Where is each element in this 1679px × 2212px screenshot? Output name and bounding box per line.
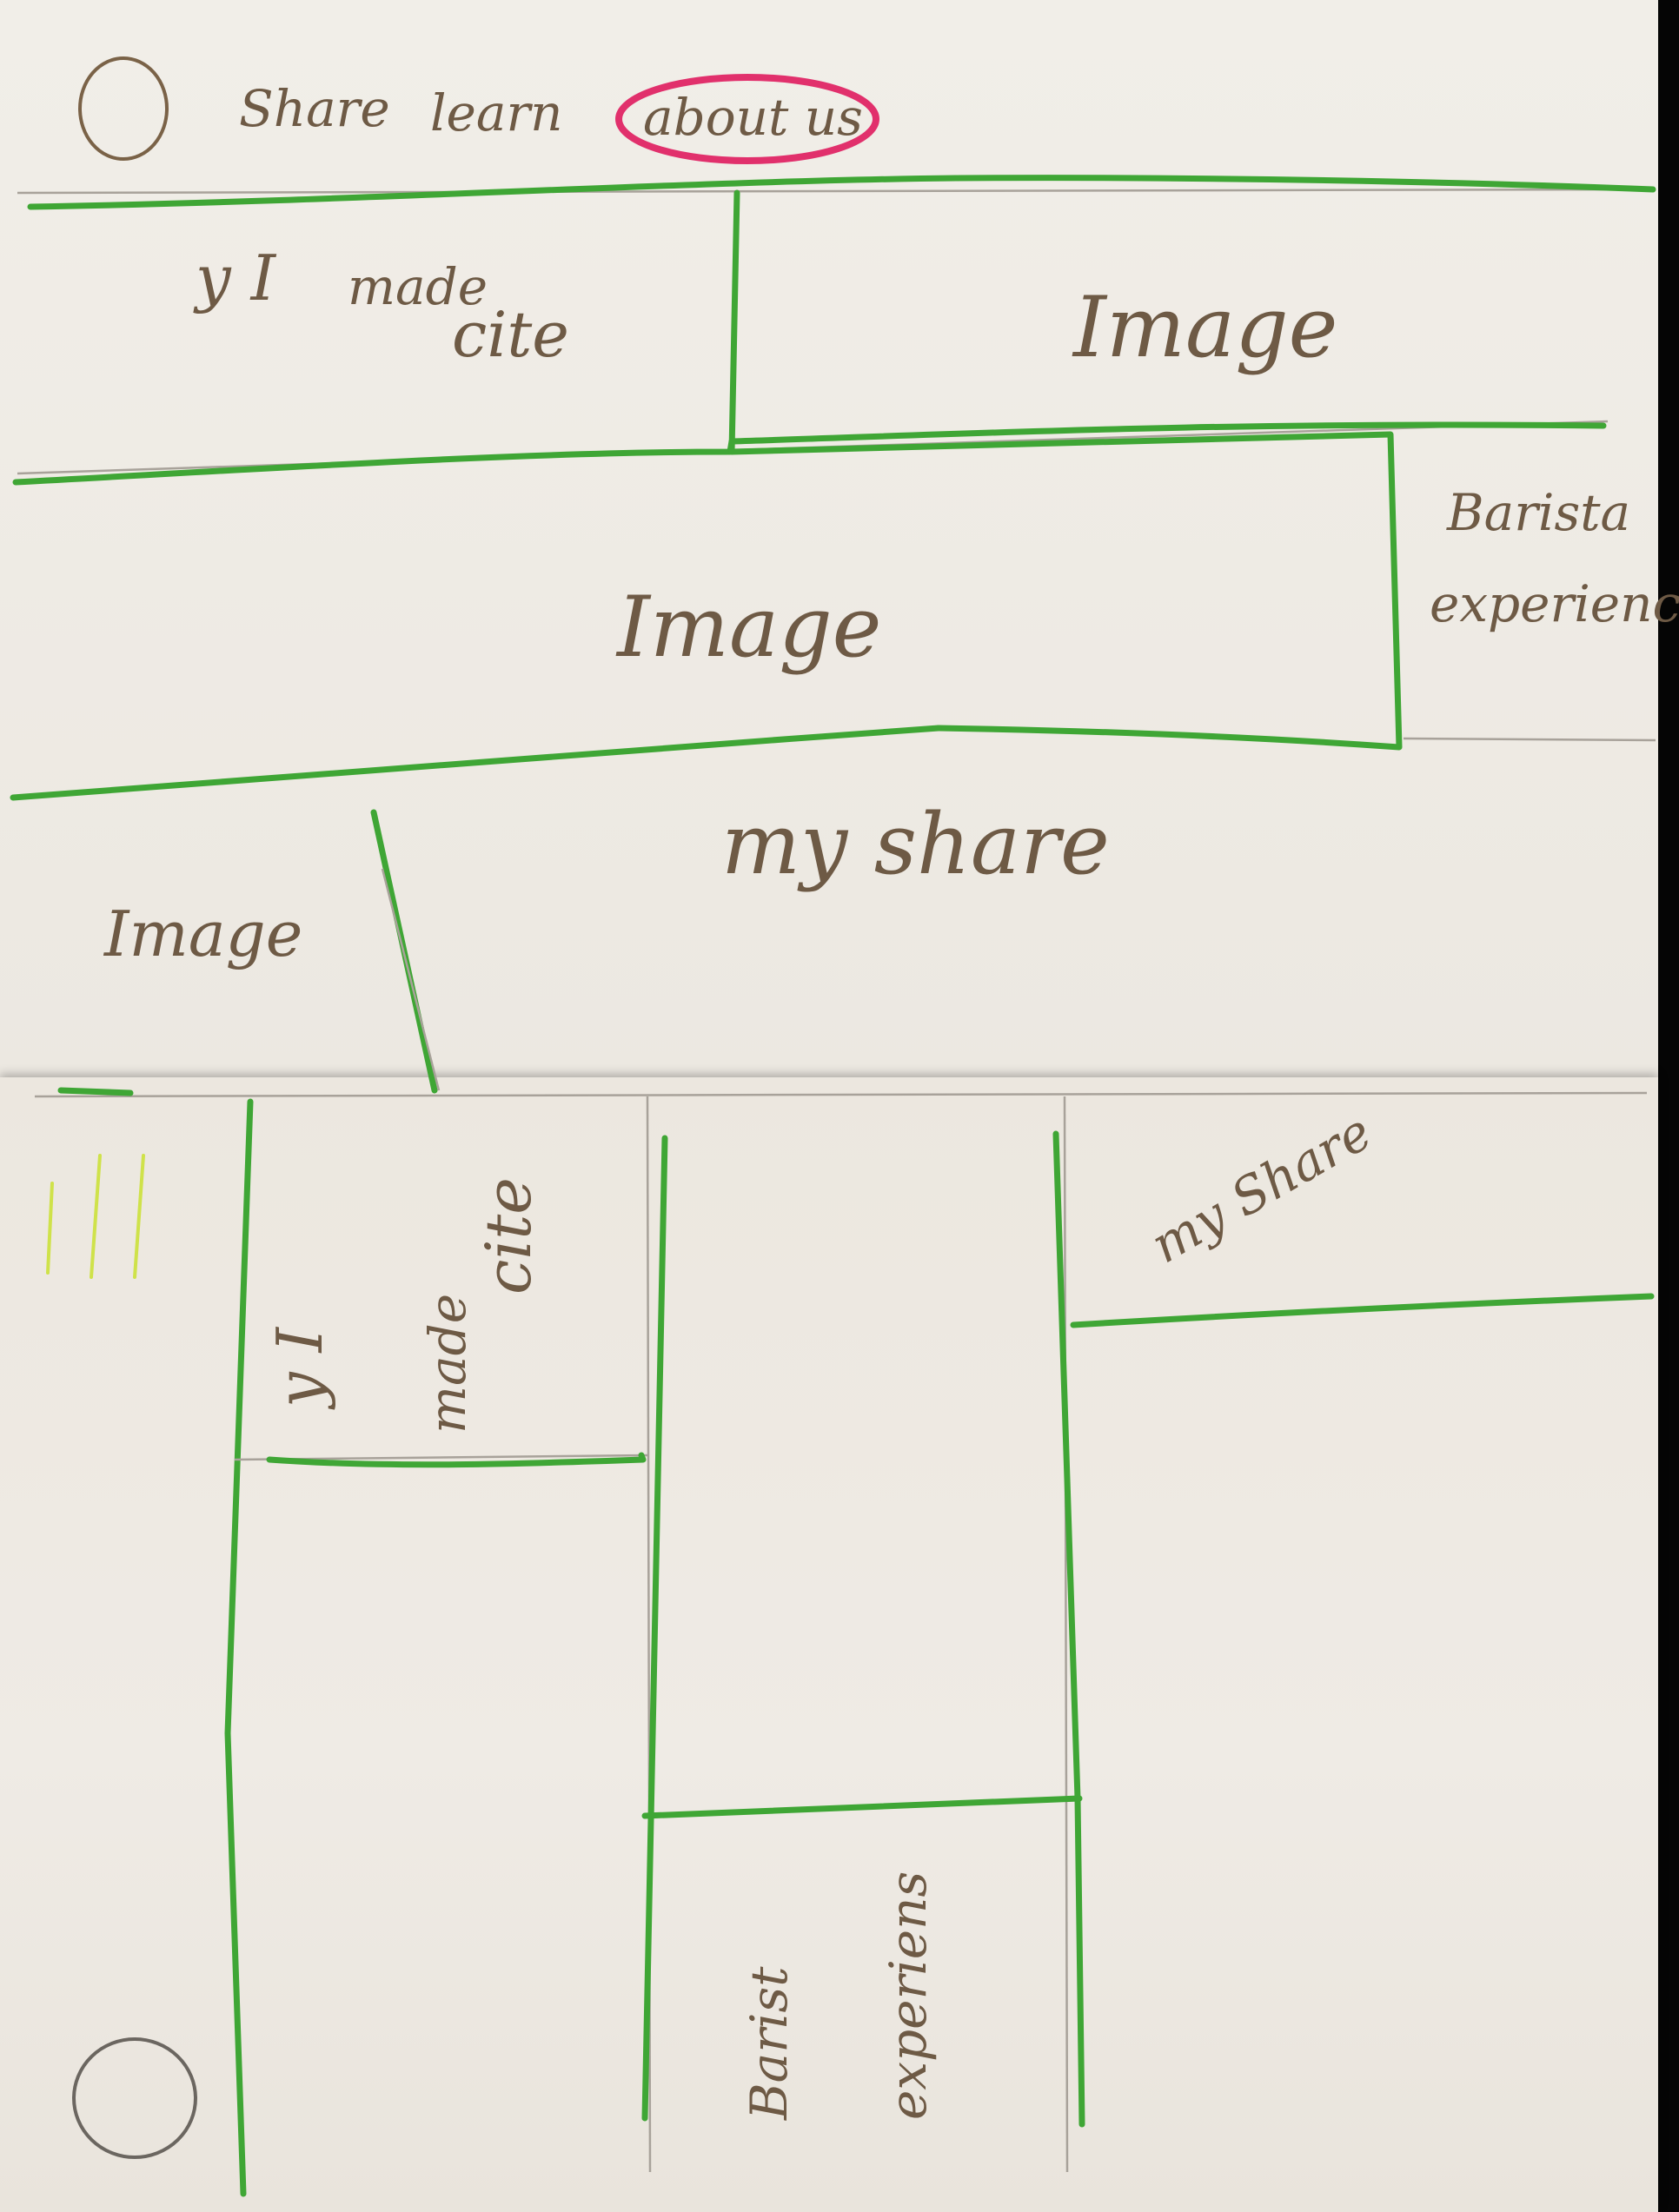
col3-title: my Share bbox=[1141, 1102, 1381, 1275]
hero-bottom-divider bbox=[12, 421, 1607, 486]
band-image-box bbox=[728, 431, 1403, 751]
col2-line2: experiens bbox=[879, 1871, 938, 2120]
col2-line1: Barist bbox=[740, 1966, 799, 2121]
logo-circle bbox=[78, 56, 169, 161]
band-image-label: Image bbox=[615, 579, 881, 676]
col3-header-divider bbox=[1070, 1293, 1655, 1328]
band-side-line2: experience bbox=[1430, 574, 1679, 633]
nav-share[interactable]: Share bbox=[239, 79, 390, 138]
nav-about-us[interactable]: about us bbox=[643, 88, 863, 147]
hero-left-line2: made bbox=[348, 257, 488, 316]
story-image-label: Image bbox=[103, 897, 302, 970]
tally-mark bbox=[46, 1182, 54, 1275]
about-highlight-circle bbox=[615, 74, 879, 164]
band-bottom-divider bbox=[10, 725, 942, 801]
hero-left-line1: y I bbox=[193, 242, 277, 315]
hero-left-line3: cite bbox=[452, 298, 569, 371]
header-divider bbox=[27, 175, 1656, 210]
col2-block-divider bbox=[641, 1795, 1083, 1819]
footer-circle bbox=[72, 2037, 197, 2159]
col2-left-divider bbox=[641, 1135, 668, 2122]
col1-left-divider bbox=[224, 1098, 254, 2197]
bottom-sketch-sheet bbox=[0, 1077, 1658, 2212]
col1-line2: made bbox=[418, 1294, 477, 1434]
nav-learn[interactable]: learn bbox=[430, 83, 563, 142]
tally-mark bbox=[133, 1154, 145, 1279]
col1-block-divider bbox=[266, 1452, 647, 1468]
tally-mark bbox=[90, 1154, 102, 1279]
hero-vertical-divider bbox=[728, 189, 740, 455]
band-side-line1: Barista bbox=[1446, 483, 1630, 542]
hero-right-image-label: Image bbox=[1072, 279, 1337, 376]
col3-left-divider bbox=[1052, 1130, 1085, 2128]
col1-line1: y I bbox=[263, 1326, 336, 1410]
story-title: my share bbox=[721, 796, 1110, 893]
col1-line3: cite bbox=[472, 1177, 545, 1295]
